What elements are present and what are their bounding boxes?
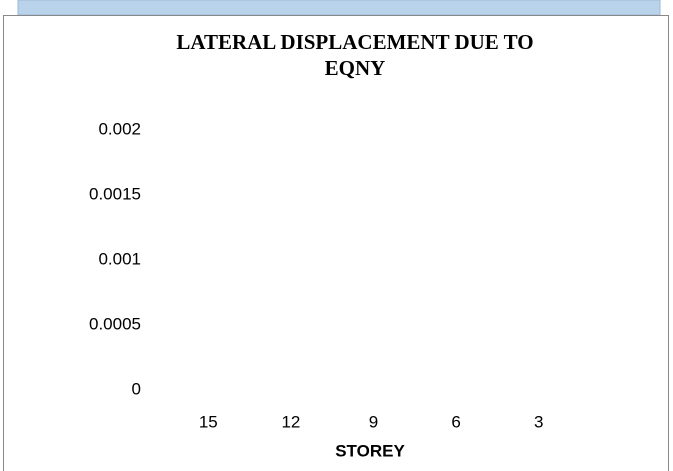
x-tick-label: 3 (534, 412, 543, 431)
y-tick-label: 0.0005 (89, 314, 141, 333)
chart-title: LATERAL DISPLACEMENT DUE TO (176, 30, 533, 54)
x-tick-label: 12 (281, 412, 300, 431)
y-tick-label: 0 (132, 379, 141, 398)
x-axis-title: STOREY (335, 441, 405, 460)
y-tick-label: 0.001 (98, 249, 141, 268)
x-tick-label: 9 (369, 412, 378, 431)
y-tick-label: 0.0015 (89, 184, 141, 203)
chart-title: EQNY (325, 56, 386, 80)
x-tick-label: 15 (199, 412, 218, 431)
y-tick-label: 0.002 (98, 119, 141, 138)
x-tick-label: 6 (451, 412, 460, 431)
chart-frame (3, 15, 669, 471)
header-band (17, 0, 661, 16)
